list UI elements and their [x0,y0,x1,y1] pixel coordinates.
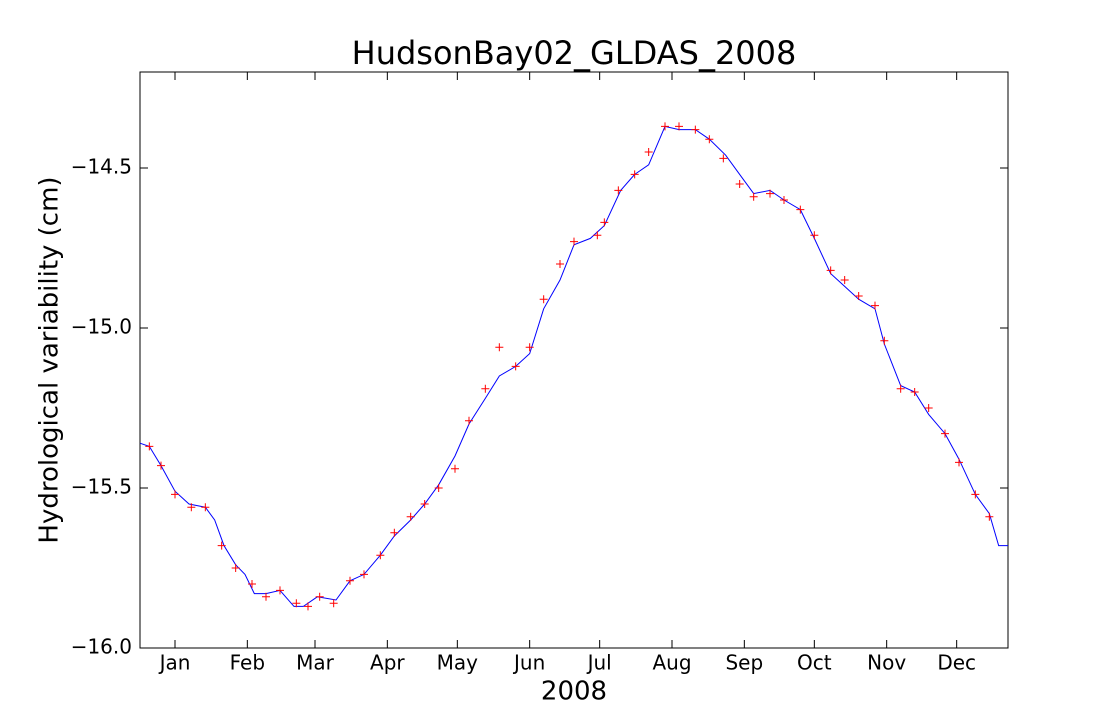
data-point [231,564,240,572]
data-point [661,122,669,131]
data-point [630,170,639,179]
data-point [556,260,564,268]
x-tick-label: Nov [867,651,906,675]
data-point [187,503,196,512]
data-point [304,602,312,611]
data-point [539,295,548,304]
data-point [871,301,879,310]
data-point [315,592,324,601]
data-point [390,528,399,537]
data-point [217,541,226,550]
data-point [941,429,949,438]
y-tick-label: −15.5 [71,475,132,499]
data-point [644,148,653,156]
data-point [171,490,179,499]
x-tick-label: Apr [370,651,405,675]
data-point [360,570,368,579]
data-point [346,576,354,585]
data-point [749,192,758,201]
data-point [145,442,154,451]
data-point [675,122,683,131]
data-point [434,484,443,492]
x-tick-label: Feb [230,651,265,675]
x-tick-label: Mar [296,651,335,675]
data-point [705,135,714,144]
data-point [495,343,504,352]
x-tick-label: Aug [652,651,691,675]
x-tick-label: Oct [797,651,832,675]
data-point [276,586,284,595]
x-tick-label: Sep [725,651,763,675]
data-point [570,237,578,246]
y-tick-label: −16.0 [71,635,132,659]
data-point [810,231,819,240]
data-point [420,500,429,508]
data-point [292,599,301,608]
x-tick-label: Dec [937,651,976,675]
data-point [248,580,256,588]
x-axis-label: 2008 [541,677,607,707]
data-point [481,384,490,393]
data-point [880,336,889,345]
data-point [971,490,980,499]
data-point [796,205,805,214]
data-point [985,512,994,521]
data-point [376,551,385,560]
data-point [735,180,744,188]
data-point [465,416,473,425]
data-point [780,196,788,204]
data-point [593,231,602,240]
data-point [451,464,459,473]
data-point [896,384,905,393]
data-point [910,388,919,396]
data-point [511,362,520,371]
x-tick-label: Jun [512,651,545,675]
plot-frame [139,71,1009,649]
data-point [924,404,933,412]
data-point [955,458,963,467]
y-tick-label: −14.5 [71,155,132,179]
data-point [406,512,415,521]
data-point [157,461,165,470]
data-point [854,292,863,300]
y-axis-label: Hydrological variability (cm) [35,176,65,543]
chart-title: HudsonBay02_GLDAS_2008 [352,34,797,72]
data-point [614,186,623,195]
data-point [826,266,835,275]
data-point [766,189,774,198]
data-point [600,218,609,227]
data-point [262,592,270,601]
x-tick-label: Jan [158,651,191,675]
data-point [201,503,210,512]
x-tick-label: Jul [586,651,612,675]
data-point [329,599,338,608]
data-point [525,343,534,352]
data-line [139,125,1008,607]
data-point [719,154,728,163]
y-tick-label: −15.0 [71,315,132,339]
x-tick-label: May [437,651,479,675]
data-point [691,125,700,134]
data-point [840,276,849,284]
